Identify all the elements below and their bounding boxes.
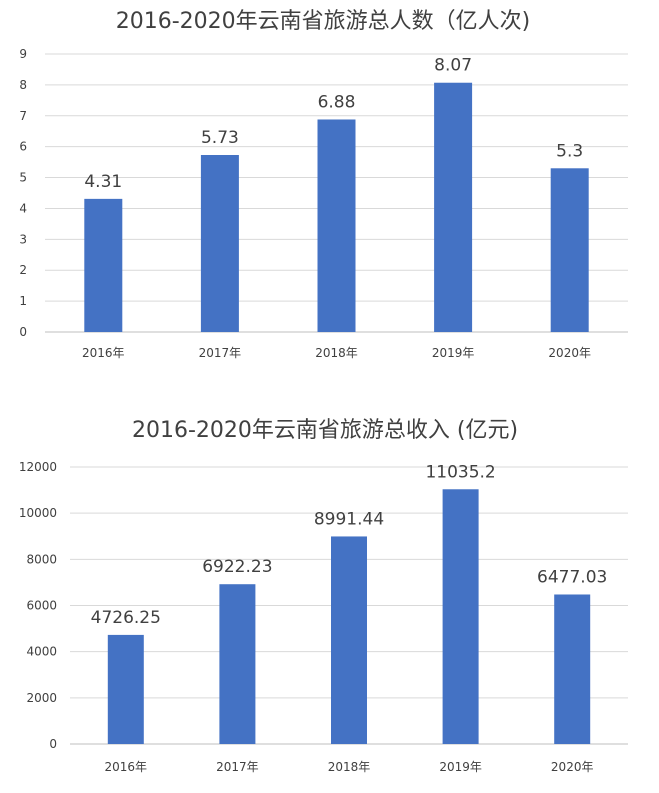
tourist-count-chart-svg: 2016-2020年云南省旅游总人数（亿人次) 0 1 2 3 4 5 6 7 8 9 4.31 201… xyxy=(19,9,628,360)
count-bar xyxy=(200,155,239,332)
count-bar xyxy=(550,168,589,332)
revenue-bar xyxy=(219,584,256,744)
revenue-x-tick-label: 2016年 xyxy=(105,760,148,774)
revenue-y-tick-label: 4000 xyxy=(26,645,57,659)
count-bar xyxy=(434,82,473,332)
count-x-tick-label: 2017年 xyxy=(199,346,242,360)
count-y-tick-label: 5 xyxy=(19,171,27,185)
revenue-data-label: 8991.44 xyxy=(314,509,384,529)
revenue-y-tick-label: 8000 xyxy=(26,552,57,566)
count-x-tick-label: 2020年 xyxy=(548,346,591,360)
count-data-label: 8.07 xyxy=(434,56,472,76)
count-data-label: 5.73 xyxy=(201,128,239,148)
count-x-tick-label: 2016年 xyxy=(82,346,125,360)
revenue-chart-title: 2016-2020年云南省旅游总收入 (亿元) xyxy=(132,418,518,443)
count-chart-title: 2016-2020年云南省旅游总人数（亿人次) xyxy=(116,9,531,34)
revenue-bar xyxy=(331,536,367,744)
revenue-data-label: 6922.23 xyxy=(202,557,272,577)
revenue-y-tick-label: 0 xyxy=(49,737,57,751)
revenue-x-tick-label: 2019年 xyxy=(439,760,482,774)
count-bar xyxy=(84,198,123,332)
revenue-data-label: 11035.2 xyxy=(425,462,495,482)
tourist-count-chart: 2016-2020年云南省旅游总人数（亿人次) 0 1 2 3 4 5 6 7 8 9 4.31 201… xyxy=(0,0,659,380)
tourism-revenue-chart-svg: 2016-2020年云南省旅游总收入 (亿元) 0 2000 4000 6000 8000… xyxy=(19,418,628,774)
count-x-tick-label: 2018年 xyxy=(315,346,358,360)
revenue-bar xyxy=(442,489,479,744)
count-x-tick-label: 2019年 xyxy=(432,346,475,360)
count-y-tick-label: 3 xyxy=(19,232,27,246)
revenue-data-label: 4726.25 xyxy=(91,608,161,628)
count-bar xyxy=(317,119,356,333)
revenue-bar xyxy=(107,634,144,744)
revenue-x-tick-label: 2020年 xyxy=(551,760,594,774)
revenue-y-tick-label: 10000 xyxy=(19,506,57,520)
count-y-tick-label: 1 xyxy=(19,294,27,308)
count-y-tick-label: 9 xyxy=(19,47,27,61)
revenue-x-tick-label: 2017年 xyxy=(216,760,259,774)
count-data-label: 5.3 xyxy=(556,141,583,161)
count-y-tick-label: 0 xyxy=(19,325,27,339)
revenue-data-label: 6477.03 xyxy=(537,567,607,587)
revenue-x-tick-label: 2018年 xyxy=(328,760,371,774)
tourism-revenue-chart: 2016-2020年云南省旅游总收入 (亿元) 0 2000 4000 6000 8000… xyxy=(0,397,659,793)
count-y-tick-label: 4 xyxy=(19,201,27,215)
count-data-label: 4.31 xyxy=(84,172,122,192)
count-y-tick-label: 6 xyxy=(19,140,27,154)
revenue-y-tick-label: 2000 xyxy=(26,691,57,705)
count-y-tick-label: 2 xyxy=(19,263,27,277)
revenue-y-tick-label: 6000 xyxy=(26,599,57,613)
count-y-tick-label: 7 xyxy=(19,109,27,123)
count-data-label: 6.88 xyxy=(318,92,356,112)
revenue-y-tick-label: 12000 xyxy=(19,460,57,474)
count-y-tick-label: 8 xyxy=(19,78,27,92)
revenue-bar xyxy=(554,594,591,744)
